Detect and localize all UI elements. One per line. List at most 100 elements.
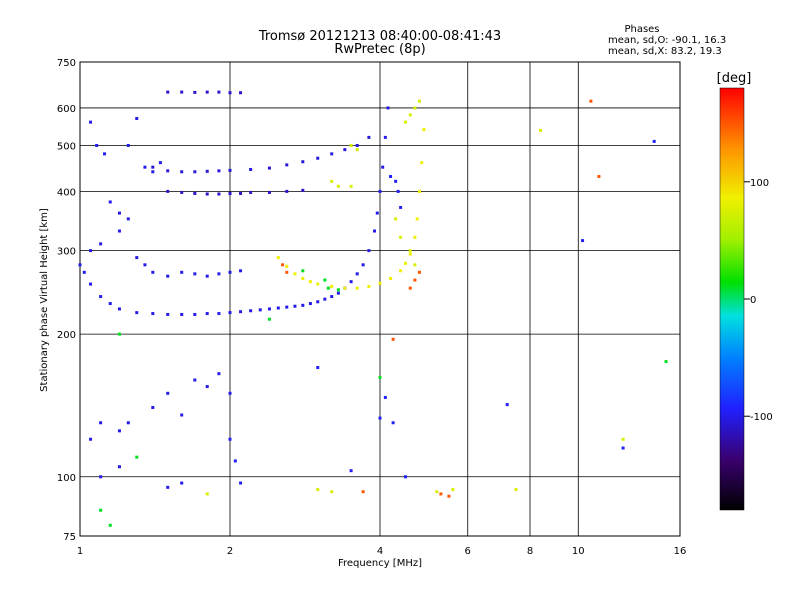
- data-point: [267, 190, 271, 194]
- data-point: [151, 270, 155, 274]
- data-point: [135, 311, 139, 315]
- data-point: [386, 106, 390, 110]
- data-point: [193, 312, 197, 316]
- data-point: [403, 120, 407, 124]
- data-point: [180, 170, 184, 174]
- data-point: [415, 217, 419, 221]
- data-point: [355, 286, 359, 290]
- data-point: [205, 312, 209, 316]
- data-point: [89, 437, 93, 441]
- y-tick-label: 200: [57, 330, 76, 341]
- x-tick-label: 4: [377, 546, 383, 557]
- data-point: [217, 90, 221, 94]
- data-point: [151, 406, 155, 410]
- data-point: [99, 295, 103, 299]
- data-point: [108, 302, 112, 306]
- data-point: [330, 295, 334, 299]
- data-point: [180, 190, 184, 194]
- data-point: [301, 277, 305, 281]
- data-point: [399, 205, 403, 209]
- data-point: [381, 165, 385, 169]
- data-point: [135, 256, 139, 260]
- data-point: [413, 106, 417, 110]
- data-point: [151, 165, 155, 169]
- data-point: [228, 391, 232, 395]
- chart-title: Tromsø 20121213 08:40:00-08:41:43: [258, 29, 501, 44]
- data-point: [316, 156, 320, 160]
- data-point: [316, 488, 320, 492]
- data-point: [249, 309, 253, 313]
- data-point: [166, 189, 170, 193]
- data-point: [228, 311, 232, 315]
- data-point: [89, 249, 93, 253]
- data-point: [249, 190, 253, 194]
- phase-stats-title: Phases: [624, 24, 659, 35]
- data-point: [301, 188, 305, 192]
- chart-subtitle: RwPretec (8p): [334, 42, 425, 57]
- data-point: [349, 469, 353, 473]
- data-point: [349, 143, 353, 147]
- x-tick-label: 10: [572, 546, 585, 557]
- axis-ticks: 1 2 4 6 8 10 16 75 100 200 300 400 500 600 750: [57, 58, 686, 557]
- data-point: [180, 481, 184, 485]
- data-point: [285, 189, 289, 193]
- data-point: [228, 191, 232, 195]
- grid-lines: [80, 62, 680, 536]
- data-point: [166, 391, 170, 395]
- data-point: [539, 128, 543, 132]
- data-point: [205, 385, 209, 389]
- data-point: [166, 312, 170, 316]
- data-point: [389, 175, 393, 179]
- y-tick-label: 300: [57, 247, 76, 258]
- data-point: [78, 263, 82, 267]
- data-point: [143, 165, 147, 169]
- data-point: [378, 375, 382, 379]
- x-tick-label: 6: [465, 546, 471, 557]
- colorbar-ticks: 100 0 -100: [744, 178, 773, 423]
- data-point: [343, 286, 347, 290]
- y-tick-label: 750: [57, 58, 76, 69]
- data-point: [378, 189, 382, 193]
- data-point: [336, 184, 340, 188]
- data-point: [151, 170, 155, 174]
- data-point: [205, 492, 209, 496]
- data-point: [276, 256, 280, 260]
- data-point: [103, 152, 107, 156]
- y-tick-label: 600: [57, 104, 76, 115]
- data-point: [417, 270, 421, 274]
- data-point: [355, 143, 359, 147]
- data-point: [308, 302, 312, 306]
- x-tick-label: 1: [77, 546, 83, 557]
- colorbar-label: [deg]: [717, 71, 752, 86]
- data-point: [361, 490, 365, 494]
- data-point: [239, 310, 243, 314]
- data-point: [343, 148, 347, 152]
- data-point: [439, 492, 443, 496]
- data-point: [326, 286, 330, 290]
- data-point: [205, 192, 209, 196]
- data-point: [180, 270, 184, 274]
- y-tick-label: 75: [63, 532, 76, 543]
- data-point: [267, 307, 271, 311]
- data-point: [399, 269, 403, 273]
- data-point: [143, 263, 147, 267]
- data-point: [239, 269, 243, 273]
- data-point: [228, 91, 232, 95]
- data-point: [330, 152, 334, 156]
- data-point: [336, 291, 340, 295]
- data-point: [451, 488, 455, 492]
- data-point: [99, 242, 103, 246]
- data-point: [158, 161, 162, 165]
- data-point: [228, 168, 232, 172]
- data-points: [78, 90, 668, 527]
- data-point: [285, 264, 289, 268]
- data-point: [239, 91, 243, 95]
- data-point: [205, 274, 209, 278]
- data-point: [316, 300, 320, 304]
- data-point: [117, 332, 121, 336]
- data-point: [193, 191, 197, 195]
- data-point: [117, 211, 121, 215]
- data-point: [308, 280, 312, 284]
- data-point: [276, 306, 280, 310]
